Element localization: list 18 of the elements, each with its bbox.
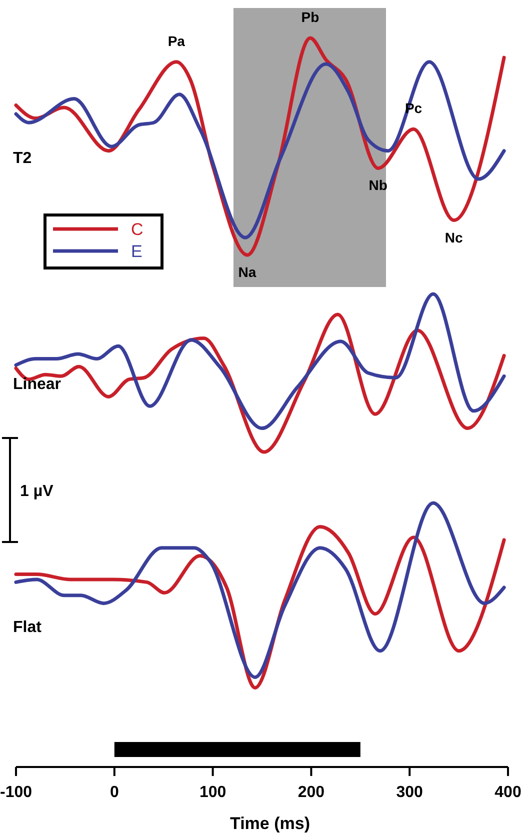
annotation: Nc <box>444 229 464 246</box>
x-tick-label: 200 <box>298 784 325 801</box>
x-tick-label: 0 <box>110 784 119 801</box>
text: Linear <box>13 376 62 393</box>
x-tick-label: 400 <box>494 784 522 801</box>
x-axis-title: Time (ms) <box>230 814 310 833</box>
annotation: Pa <box>168 32 186 49</box>
annotation: Pb <box>301 9 320 25</box>
x-tick-label: 100 <box>199 784 226 801</box>
annotation: Na <box>238 264 256 280</box>
annotation: Nb <box>368 177 388 194</box>
x-tick-label: 300 <box>396 784 424 801</box>
legend-label: E <box>131 242 142 261</box>
text: Flat <box>13 619 42 636</box>
legend-label: C <box>131 220 144 239</box>
text: 1 µV <box>20 483 54 500</box>
x-tick-label: -100 <box>0 784 32 801</box>
text: T2 <box>13 150 32 167</box>
